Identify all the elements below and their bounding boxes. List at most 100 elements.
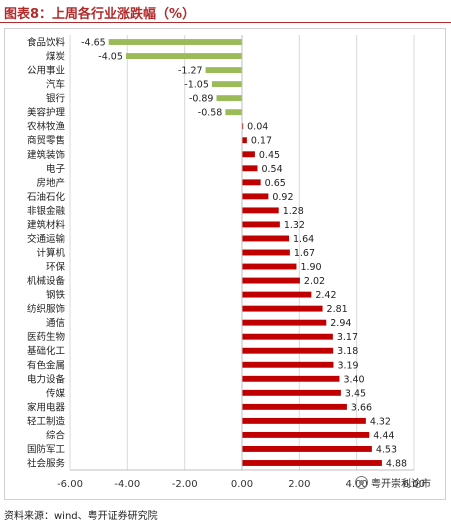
category-label: 建筑材料 [27,219,66,231]
category-label: 汽车 [46,79,65,91]
bar [242,403,347,410]
data-label: 4.53 [376,444,397,455]
category-label: 建筑装饰 [27,149,65,161]
data-label: 0.65 [265,178,286,189]
category-label: 钢铁 [46,289,66,301]
data-label: -1.05 [184,80,209,91]
category-label: 交通运输 [27,233,66,245]
category-label: 非银金融 [27,205,66,217]
category-label: 通信 [46,317,65,329]
data-label: -4.05 [98,52,123,63]
category-label: 家用电器 [27,401,66,413]
category-label: 银行 [46,93,66,105]
data-label: 2.94 [330,318,351,329]
watermark-text: 粤开崇利论市 [371,479,431,490]
category-label: 公用事业 [27,65,65,77]
data-label: 3.18 [337,346,358,357]
category-label: 煤炭 [46,51,66,63]
data-label: 0.45 [259,150,280,161]
data-label: 3.40 [343,374,364,385]
category-label: 商贸零售 [27,135,65,147]
data-label: 3.19 [337,360,358,371]
data-label: 4.88 [386,458,407,469]
category-label: 社会服务 [27,457,66,469]
data-label: 4.44 [373,430,394,441]
bar [242,235,290,242]
data-label: 3.66 [351,402,372,413]
category-label: 农林牧渔 [27,121,66,133]
category-label: 有色金属 [27,359,65,371]
data-label: 0.04 [247,122,268,133]
bar [242,319,327,326]
category-label: 纺织服饰 [27,303,65,315]
category-label: 基础化工 [27,345,66,357]
bar [242,291,312,298]
data-label: -4.65 [81,38,106,49]
data-label: 4.32 [370,416,391,427]
category-label: 医药生物 [27,331,66,343]
bar [242,179,261,186]
category-label: 石油石化 [27,191,66,203]
data-label: 2.42 [315,290,336,301]
bar [211,81,242,88]
data-label: 0.92 [272,192,293,203]
bar [205,67,242,74]
bar [242,417,366,424]
watermark: 粤开崇利论市 [355,475,431,490]
bar [242,249,290,256]
category-label: 食品饮料 [27,37,66,49]
data-label: -0.89 [189,94,214,105]
bar [225,109,242,116]
wechat-icon [355,476,368,489]
bar [242,361,334,368]
data-label: 0.17 [251,136,272,147]
data-label: 3.17 [337,332,358,343]
x-tick-label: 6.00 [403,479,425,490]
bar [242,207,279,214]
x-tick-label: -2.00 [172,479,198,490]
bar [242,460,382,466]
data-label: -1.27 [178,66,203,77]
category-label: 机械设备 [27,275,66,287]
category-label: 美容护理 [27,107,66,119]
bar [242,151,255,158]
data-label: 3.45 [345,388,366,399]
category-label: 综合 [46,429,66,441]
category-label: 电力设备 [27,373,66,385]
category-label: 环保 [46,261,66,273]
category-label: 房地产 [36,177,65,189]
source-note: 资料来源：wind、粤开证券研究院 [4,511,158,522]
category-label: 传媒 [46,387,66,399]
bar [242,389,341,396]
data-label: 2.02 [304,276,325,287]
bar [242,431,370,438]
bar [242,165,258,172]
bar [242,333,333,340]
bar [242,263,297,270]
x-tick-label: 2.00 [288,479,310,490]
x-tick-label: -4.00 [114,479,140,490]
bar [242,375,340,382]
data-label: 1.90 [300,262,321,273]
bar [242,123,244,130]
bar [108,39,242,45]
category-label: 国防军工 [27,443,66,455]
bar [242,137,247,144]
bar [125,53,242,59]
data-label: 2.81 [327,304,348,315]
data-label: 1.67 [294,248,315,259]
bar [242,221,280,228]
bar [242,446,372,452]
data-label: 0.54 [261,164,282,175]
x-tick-label: 0.00 [231,479,253,490]
data-label: 1.32 [284,220,305,231]
figure-title: 图表8：上周各行业涨跌幅（%） [4,7,196,22]
title-bar: 图表8：上周各行业涨跌幅（%） [0,0,451,23]
bar [242,193,269,200]
bar [242,305,323,312]
category-label: 电子 [46,163,66,175]
data-label: 1.28 [283,206,304,217]
bar [242,347,334,354]
bar [216,95,242,102]
